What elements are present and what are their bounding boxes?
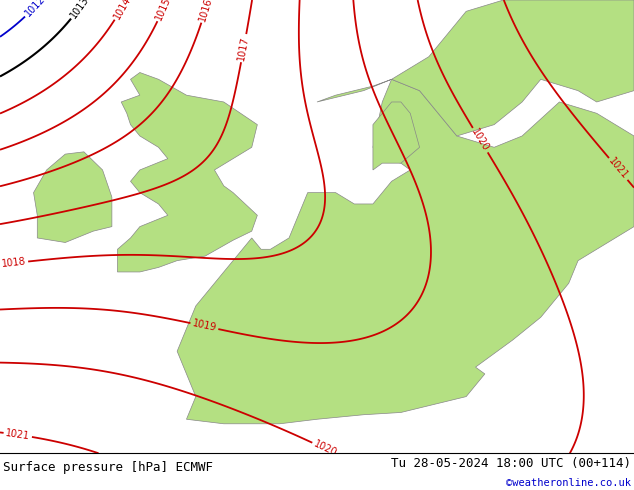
Text: 1021: 1021	[5, 428, 30, 441]
Text: 1020: 1020	[470, 127, 491, 153]
Text: 1021: 1021	[607, 156, 630, 182]
Polygon shape	[317, 0, 634, 136]
Text: 1016: 1016	[197, 0, 214, 22]
Text: 1012: 1012	[23, 0, 47, 19]
Text: 1019: 1019	[191, 318, 217, 334]
Polygon shape	[34, 152, 112, 243]
Polygon shape	[177, 79, 634, 424]
Polygon shape	[373, 102, 420, 170]
Text: 1015: 1015	[154, 0, 173, 22]
Text: 1017: 1017	[236, 35, 251, 61]
Text: 1020: 1020	[312, 439, 339, 459]
Text: 1013: 1013	[68, 0, 91, 20]
Text: 1014: 1014	[112, 0, 133, 21]
Polygon shape	[117, 73, 257, 272]
Text: Tu 28-05-2024 18:00 UTC (00+114): Tu 28-05-2024 18:00 UTC (00+114)	[391, 457, 631, 470]
Text: Surface pressure [hPa] ECMWF: Surface pressure [hPa] ECMWF	[3, 462, 213, 474]
Text: ©weatheronline.co.uk: ©weatheronline.co.uk	[506, 478, 631, 489]
Text: 1018: 1018	[1, 257, 27, 270]
